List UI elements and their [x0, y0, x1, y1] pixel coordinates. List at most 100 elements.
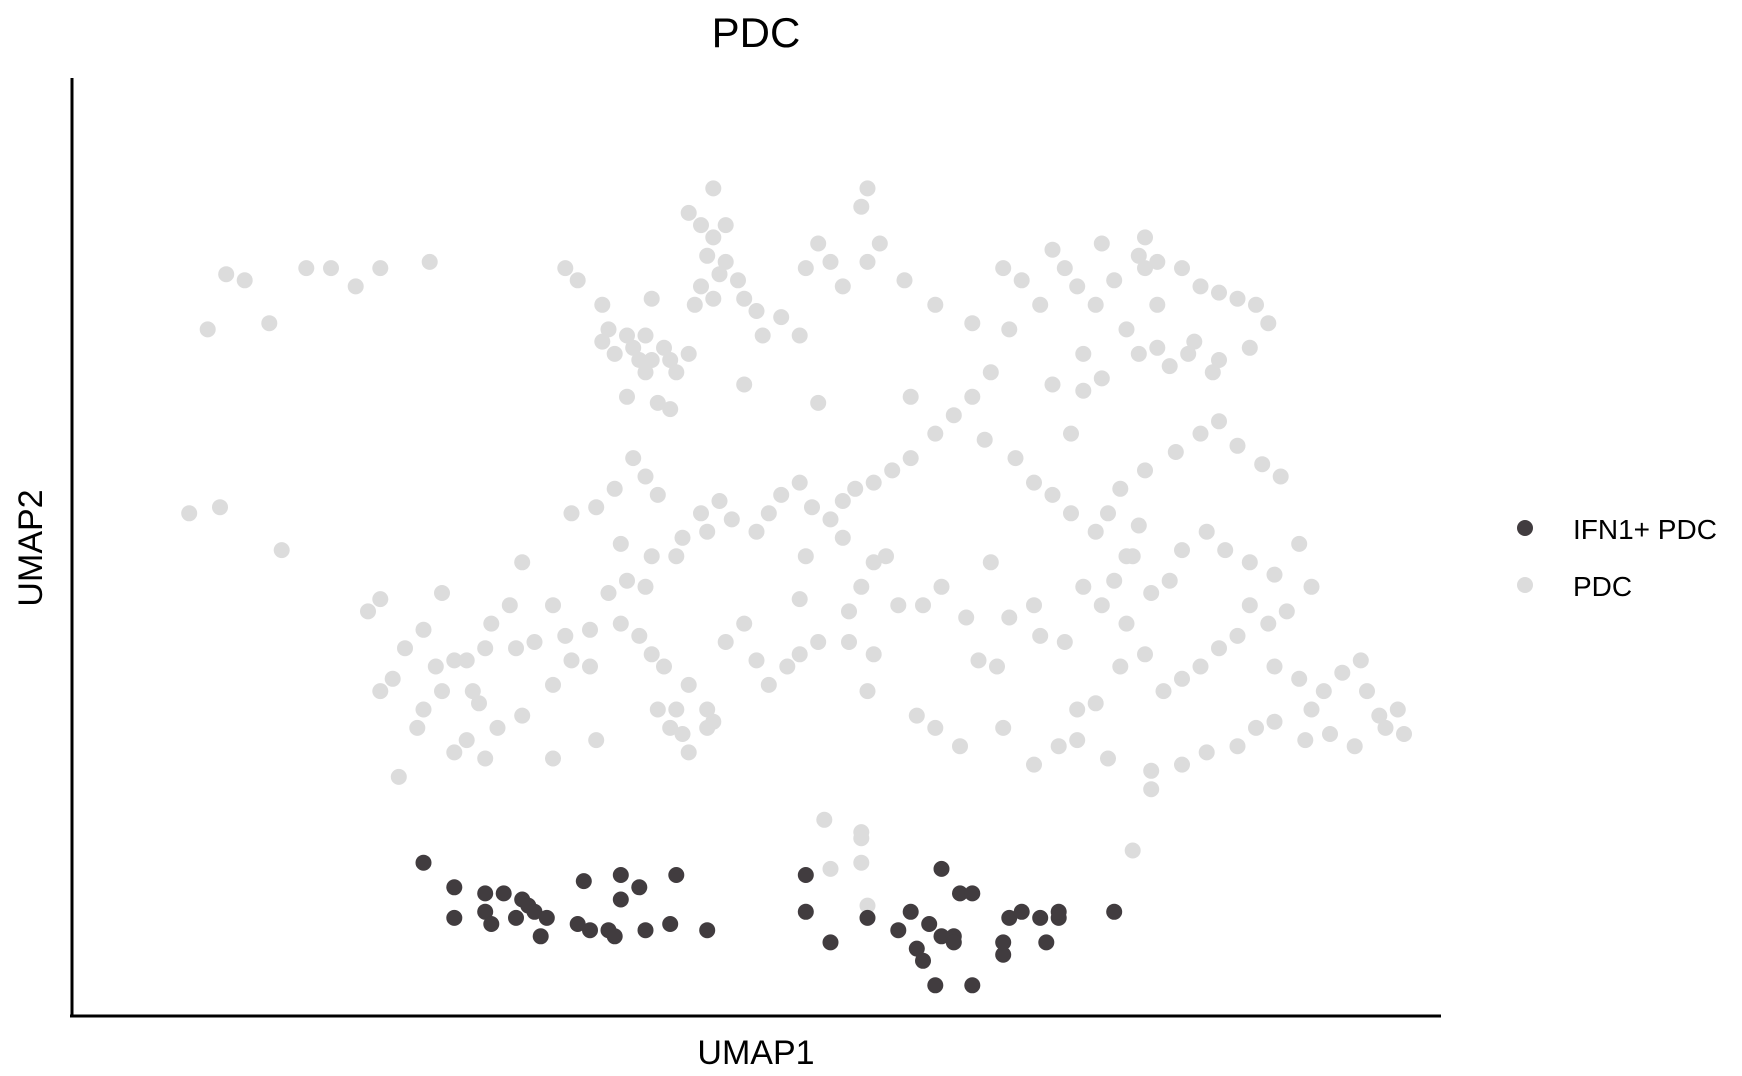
point-pdc	[711, 493, 728, 509]
point-pdc	[1198, 523, 1215, 540]
point-pdc	[748, 303, 765, 319]
point-pdc	[594, 333, 611, 350]
point-pdc	[649, 394, 666, 411]
point-ifn1-pdc	[1013, 903, 1030, 920]
point-pdc	[964, 315, 981, 332]
point-pdc	[915, 597, 931, 614]
point-pdc	[1093, 370, 1110, 387]
point-pdc	[717, 253, 734, 270]
point-pdc	[1130, 517, 1147, 534]
point-pdc	[1026, 597, 1042, 614]
point-pdc	[261, 315, 278, 332]
point-pdc	[1211, 284, 1227, 301]
point-pdc	[995, 260, 1012, 277]
point-pdc	[699, 719, 716, 736]
point-pdc	[1087, 296, 1104, 313]
point-ifn1-pdc	[1050, 903, 1067, 920]
point-pdc	[458, 732, 475, 749]
point-pdc	[791, 646, 808, 663]
point-pdc	[1118, 321, 1135, 338]
point-pdc	[649, 486, 666, 503]
point-pdc	[884, 462, 901, 479]
point-pdc	[372, 591, 389, 608]
point-pdc	[347, 278, 364, 295]
point-pdc	[360, 603, 376, 620]
point-pdc	[545, 750, 561, 767]
point-ifn1-pdc	[699, 922, 716, 939]
point-pdc	[822, 511, 839, 528]
point-ifn1-pdc	[526, 903, 543, 920]
point-pdc	[1026, 756, 1042, 773]
point-pdc	[1192, 425, 1209, 442]
point-pdc	[952, 738, 968, 755]
point-pdc	[662, 352, 679, 368]
point-pdc	[199, 321, 216, 338]
point-pdc	[1149, 253, 1166, 270]
point-pdc	[600, 321, 617, 338]
point-ifn1-pdc	[927, 977, 944, 994]
point-pdc	[390, 768, 407, 785]
point-pdc	[1352, 652, 1369, 669]
point-pdc	[754, 327, 771, 344]
point-pdc	[1377, 719, 1394, 736]
point-pdc	[588, 499, 605, 516]
point-pdc	[563, 652, 580, 669]
point-pdc	[1075, 382, 1092, 399]
point-pdc	[810, 394, 827, 411]
point-pdc	[1137, 229, 1153, 246]
point-ifn1-pdc	[668, 867, 685, 883]
point-ifn1-pdc	[569, 916, 586, 932]
point-pdc	[1241, 597, 1258, 614]
point-pdc	[236, 272, 253, 289]
point-pdc	[557, 260, 574, 277]
point-pdc	[1118, 548, 1135, 565]
point-ifn1-pdc	[945, 934, 962, 951]
point-pdc	[1198, 744, 1215, 761]
point-pdc	[662, 719, 679, 736]
point-pdc	[649, 701, 666, 718]
point-pdc	[637, 364, 654, 381]
point-ifn1-pdc	[964, 977, 981, 994]
point-ifn1-pdc	[964, 885, 981, 902]
point-pdc	[797, 548, 814, 565]
point-pdc	[699, 523, 716, 540]
point-pdc	[545, 676, 561, 693]
point-pdc	[896, 272, 913, 289]
point-pdc	[1297, 732, 1314, 749]
point-pdc	[588, 732, 605, 749]
point-pdc	[1161, 358, 1178, 375]
point-pdc	[1069, 732, 1086, 749]
point-pdc	[902, 450, 919, 467]
point-pdc	[1137, 462, 1153, 479]
point-pdc	[810, 634, 827, 650]
point-pdc	[643, 352, 660, 368]
point-pdc	[680, 345, 697, 362]
point-pdc	[730, 272, 746, 289]
point-pdc	[1241, 554, 1258, 571]
point-pdc	[483, 615, 500, 632]
point-pdc	[1032, 296, 1049, 313]
point-pdc	[1248, 719, 1264, 736]
point-ifn1-pdc	[532, 928, 549, 945]
legend-item-pdc: PDC	[1517, 571, 1632, 602]
point-pdc	[723, 511, 740, 528]
point-pdc	[668, 701, 685, 718]
point-pdc	[1303, 701, 1320, 718]
point-ifn1-pdc	[890, 922, 907, 939]
point-pdc	[748, 652, 765, 669]
point-pdc	[736, 290, 753, 307]
point-pdc	[773, 486, 790, 503]
point-ifn1-pdc	[538, 909, 555, 926]
point-pdc	[582, 658, 598, 675]
point-pdc	[1174, 670, 1190, 687]
point-pdc	[1174, 756, 1190, 773]
point-pdc	[1155, 683, 1172, 700]
point-pdc	[434, 683, 450, 700]
point-pdc	[477, 640, 494, 657]
point-ifn1-pdc	[1106, 903, 1123, 920]
point-pdc	[1371, 707, 1388, 724]
point-pdc	[600, 585, 617, 601]
point-pdc	[625, 339, 642, 356]
point-pdc	[1266, 566, 1283, 583]
point-pdc	[372, 683, 389, 700]
